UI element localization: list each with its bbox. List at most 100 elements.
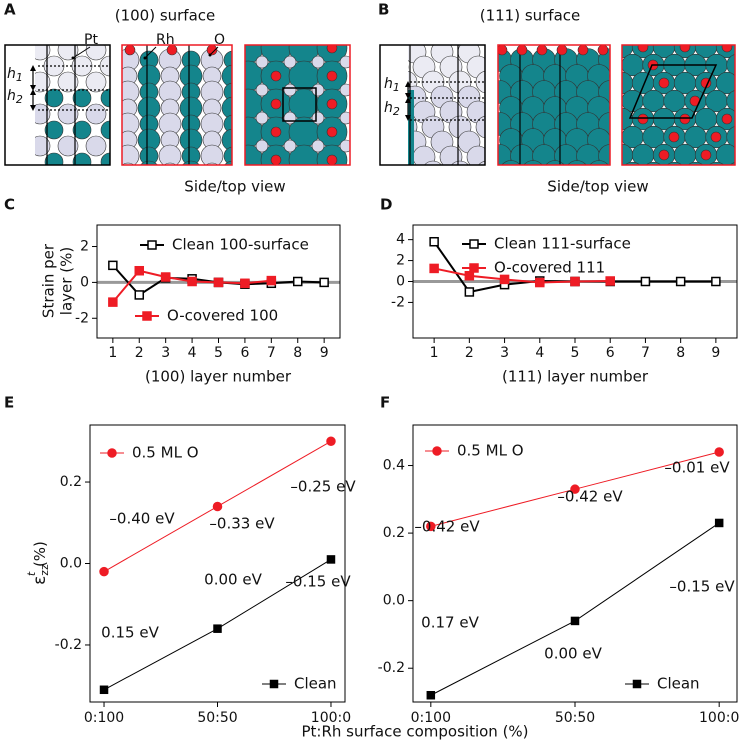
point — [187, 276, 197, 287]
atom — [140, 160, 158, 165]
spacing-index: 2 — [16, 93, 23, 106]
x-tick-label: 3 — [500, 345, 509, 361]
plot-frame — [89, 424, 346, 703]
point — [134, 265, 145, 276]
atom — [475, 115, 485, 139]
unit-cell — [628, 64, 718, 119]
atom-label: Rh — [156, 32, 175, 48]
pointer-head — [208, 53, 212, 57]
y-label-unit: (%) — [31, 541, 49, 572]
atom — [206, 45, 218, 56]
point — [213, 277, 224, 288]
spacing-index: 2 — [393, 105, 400, 118]
atom — [57, 71, 79, 93]
point — [675, 276, 686, 287]
y-label-symbol: ε — [30, 576, 50, 585]
atom — [72, 88, 92, 108]
pointer — [209, 46, 219, 56]
point — [326, 555, 336, 564]
annotation: –0.15 eV — [669, 578, 735, 596]
x-tick-label: 0:100 — [411, 710, 451, 726]
panel-letter: E — [4, 394, 14, 412]
point — [464, 287, 475, 297]
atom — [283, 111, 297, 125]
atom — [710, 131, 722, 143]
y-tick-label: 0.0 — [60, 556, 82, 572]
atom — [523, 160, 543, 165]
atom — [501, 160, 521, 165]
series-line — [433, 267, 611, 284]
legend-marker — [147, 240, 157, 250]
x-tick-label: 7 — [641, 345, 650, 361]
x-tick-label: 0:100 — [84, 710, 124, 726]
atom — [536, 45, 548, 56]
x-tick-label: 3 — [161, 345, 170, 361]
atom — [326, 70, 338, 82]
plot-frame — [96, 224, 341, 339]
atom — [72, 152, 92, 165]
y-tick-label: -2 — [391, 294, 405, 310]
point — [570, 616, 580, 626]
y-tick-label: -0.2 — [378, 660, 405, 676]
atom — [726, 90, 735, 112]
spacing-index: 1 — [16, 71, 23, 84]
atom — [57, 103, 79, 125]
legend-label: Clean 100-surface — [172, 236, 309, 254]
x-tick-label: 9 — [711, 345, 720, 361]
atom — [466, 145, 485, 165]
point — [134, 290, 145, 300]
schematic-box — [245, 45, 350, 180]
x-tick-label: 50:50 — [555, 710, 595, 726]
caption: Side/top view — [547, 178, 648, 196]
x-tick-label: 7 — [267, 345, 276, 361]
x-tick-label: 8 — [676, 345, 685, 361]
box-frame — [4, 44, 111, 166]
point — [429, 236, 439, 247]
atom — [255, 139, 269, 153]
legend-label: Clean — [657, 675, 700, 693]
atom-label: O — [214, 32, 225, 48]
atom — [498, 45, 508, 56]
atom — [44, 120, 64, 140]
annotation: –0.40 eV — [109, 510, 175, 528]
point — [212, 501, 223, 512]
point — [266, 275, 277, 286]
box-frame — [621, 44, 736, 166]
plot-frame — [412, 424, 738, 703]
rh-column — [408, 90, 414, 165]
spacing-label: h2 — [384, 100, 400, 118]
y-tick-label: 2 — [80, 239, 89, 255]
spacing-symbol: h — [384, 76, 393, 92]
x-tick-label: 1 — [108, 345, 117, 361]
legend-label: 0.5 ML O — [457, 442, 524, 460]
atom — [339, 139, 350, 153]
annotation: –0.42 eV — [557, 488, 623, 506]
annotation: 0.00 eV — [544, 645, 602, 663]
annotation: –0.33 eV — [209, 515, 275, 533]
legend-marker — [469, 239, 479, 249]
atom — [721, 113, 733, 125]
point — [240, 278, 250, 289]
atom — [516, 45, 528, 56]
y-axis-label: Strain per — [40, 243, 58, 318]
point — [213, 624, 222, 633]
point — [429, 263, 439, 274]
plot-frame — [412, 224, 738, 339]
atom — [597, 45, 609, 56]
atom — [224, 160, 232, 165]
point — [570, 276, 580, 287]
x-tick-label: 1 — [430, 345, 439, 361]
y-axis-label: layer (%) — [58, 247, 76, 315]
point — [292, 276, 303, 287]
point — [499, 274, 510, 285]
schematic-box — [5, 45, 110, 165]
atom — [255, 55, 269, 69]
atom — [85, 71, 107, 93]
atom — [312, 168, 324, 180]
legend-marker — [107, 448, 117, 458]
legend-label: Clean 111-surface — [494, 235, 631, 253]
atom — [737, 108, 750, 130]
atom — [85, 135, 107, 157]
y-tick-label: 0.2 — [60, 474, 82, 490]
atom — [100, 152, 110, 165]
